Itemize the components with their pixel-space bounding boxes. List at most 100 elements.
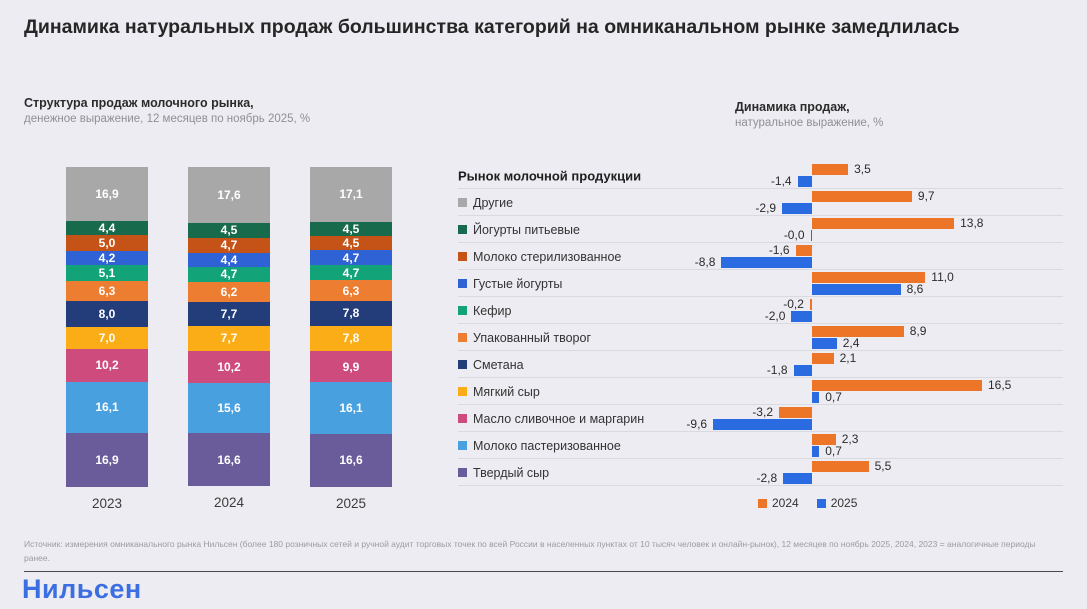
category-label: Рынок молочной продукции	[458, 168, 642, 183]
segment-2023: 4,2	[66, 251, 148, 265]
bar-2024	[795, 245, 812, 256]
right-chart-subtitle: Динамика продаж, натуральное выражение, …	[735, 100, 883, 129]
category-color-swatch	[458, 414, 467, 423]
category-row: Молоко пастеризованное 2,3 0,7	[458, 432, 1063, 459]
category-label: Масло сливочное и маргарин	[458, 412, 644, 426]
category-row: Кефир -0,2 -2,0	[458, 297, 1063, 324]
legend-swatch	[758, 498, 767, 508]
dynamics-rows: Рынок молочной продукции 3,5 -1,4 Другие 9,7…	[458, 162, 1063, 486]
bar-2024	[812, 164, 849, 175]
value-label: 9,7	[917, 189, 935, 203]
value-label: -2,9	[755, 201, 777, 215]
category-color-swatch	[458, 387, 467, 396]
category-color-swatch	[458, 360, 467, 369]
value-label: -1,6	[768, 243, 790, 257]
segment-2025: 7,8	[310, 325, 392, 351]
category-label: Сметана	[458, 358, 524, 372]
x-axis-label: 2024	[213, 495, 245, 511]
bar-2024	[812, 461, 869, 472]
legend-item-2025: 2025	[816, 496, 857, 510]
value-label: -9,6	[686, 417, 708, 431]
bar-2025	[812, 338, 837, 349]
segment-2025: 4,7	[310, 265, 392, 281]
bar-2025	[797, 176, 812, 187]
segment-2025: 16,6	[310, 433, 392, 487]
value-label: 3,5	[854, 162, 871, 176]
category-row: Молоко стерилизованное -1,6 -8,8	[458, 243, 1063, 270]
value-label: 16,5	[988, 378, 1012, 392]
bar-2025	[793, 365, 812, 376]
bar-2024	[812, 353, 834, 364]
category-color-swatch	[458, 333, 467, 342]
value-label: -8,8	[694, 255, 716, 269]
value-label: 5,5	[874, 459, 892, 473]
value-label: -2,0	[764, 309, 786, 323]
segment-2024: 6,2	[188, 281, 270, 302]
value-label: 2,1	[839, 351, 857, 365]
category-color-swatch	[458, 279, 467, 288]
value-label: 0,7	[825, 444, 842, 458]
value-label: -0,2	[783, 297, 804, 311]
segment-2024: 7,7	[188, 326, 270, 351]
category-row: Другие 9,7 -2,9	[458, 189, 1063, 216]
left-chart-heading: Структура продаж молочного рынка,	[24, 96, 254, 110]
category-row: Мягкий сыр 16,5 0,7	[458, 378, 1063, 405]
value-label: 2,3	[841, 432, 859, 446]
category-color-swatch	[458, 441, 467, 450]
segment-2023: 16,1	[66, 381, 148, 434]
right-chart-heading: Динамика продаж,	[735, 100, 850, 114]
segment-2024: 4,7	[188, 266, 270, 282]
segment-2023: 6,3	[66, 280, 148, 302]
value-label: -1,8	[766, 363, 788, 377]
segment-2025: 6,3	[310, 280, 392, 301]
category-label: Твердый сыр	[458, 466, 549, 480]
value-label: 13,8	[960, 216, 984, 230]
segment-2024: 15,6	[188, 383, 270, 434]
stacked-bar-2023: 16,9 4,4 5,0 4,2 5,1 6,3 8,0 7,0 10,2 16,1 16,9 202…	[66, 167, 148, 511]
category-row: Йогурты питьевые 13,8 -0,0	[458, 216, 1063, 243]
nielsen-logo: Нильсен	[22, 574, 142, 604]
segment-2024: 17,6	[188, 167, 270, 224]
bar-2025	[791, 311, 812, 322]
segment-2025: 17,1	[310, 167, 392, 222]
segment-2023: 5,0	[66, 235, 148, 252]
category-label: Молоко стерилизованное	[458, 250, 621, 264]
segment-2024: 10,2	[188, 350, 270, 384]
left-chart-subheading: денежное выражение, 12 месяцев по ноябрь…	[24, 113, 311, 125]
legend-item-2024: 2024	[758, 496, 799, 510]
segment-2023: 7,0	[66, 326, 148, 350]
bar-2025	[782, 203, 812, 214]
category-color-swatch	[458, 306, 467, 315]
bar-2024	[812, 434, 836, 445]
value-label: 2,4	[842, 336, 860, 350]
value-label: -3,2	[752, 405, 773, 419]
segment-2025: 4,5	[310, 221, 392, 237]
category-row: Густые йогурты 11,0 8,6	[458, 270, 1063, 297]
bar-2024	[812, 218, 955, 229]
category-label: Мягкий сыр	[458, 385, 540, 399]
segment-2023: 8,0	[66, 301, 148, 327]
bar-2024	[812, 191, 912, 202]
stacked-bar-chart: 16,9 4,4 5,0 4,2 5,1 6,3 8,0 7,0 10,2 16,1 16,9 202…	[66, 167, 396, 517]
category-color-swatch	[458, 225, 467, 234]
segment-2023: 5,1	[66, 264, 148, 281]
value-label: 8,6	[906, 282, 924, 296]
bar-2025	[713, 419, 812, 430]
value-label: 11,0	[931, 270, 954, 284]
category-row: Упакованный творог 8,9 2,4	[458, 324, 1063, 351]
stacked-bar-2024: 17,6 4,5 4,7 4,4 4,7 6,2 7,7 7,7 10,2 15,6 16,6 202…	[188, 167, 270, 510]
legend-swatch	[816, 498, 826, 508]
bar-2025	[783, 473, 812, 484]
segment-2024: 4,4	[188, 252, 270, 267]
segment-2023: 16,9	[66, 167, 148, 222]
bar-2024	[779, 407, 812, 418]
category-label: Упакованный творог	[458, 331, 591, 345]
category-label: Кефир	[458, 304, 511, 318]
chart-legend: 2024 2025	[758, 496, 1063, 510]
category-label: Густые йогурты	[458, 277, 562, 291]
category-label: Йогурты питьевые	[458, 223, 580, 237]
segment-2023: 16,9	[66, 433, 148, 488]
category-color-swatch	[458, 198, 467, 207]
value-label: -0,0	[783, 228, 805, 242]
dynamics-bar-chart: Рынок молочной продукции 3,5 -1,4 Другие 9,7…	[458, 162, 1063, 510]
